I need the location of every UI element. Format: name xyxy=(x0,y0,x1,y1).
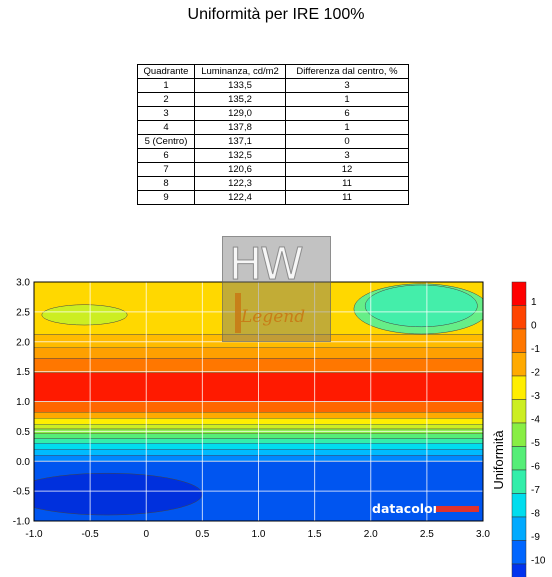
x-tick-label: 2.5 xyxy=(420,529,434,540)
table-header-row: Quadrante Luminanza, cd/m2 Differenza da… xyxy=(137,64,409,79)
datacolor-brand-bar xyxy=(436,506,479,512)
y-tick-label: 2.0 xyxy=(16,337,30,348)
colorbar-swatch xyxy=(511,375,527,400)
x-tick-label: -1.0 xyxy=(25,529,43,540)
colorbar-tick-label: 1 xyxy=(531,297,537,308)
y-tick-label: -0.5 xyxy=(13,487,31,498)
table-row: 9 122,4 11 xyxy=(137,190,409,205)
colorbar-swatch xyxy=(511,563,527,577)
table-row: 5 (Centro) 137,1 0 xyxy=(137,134,409,149)
plot-frame xyxy=(33,281,484,522)
colorbar-swatch xyxy=(511,399,527,424)
colorbar-swatch xyxy=(511,493,527,518)
colorbar-tick-label: -9 xyxy=(531,532,540,543)
colorbar-swatch xyxy=(511,469,527,494)
watermark-logo: HW Legend xyxy=(222,236,331,342)
cell-difference: 11 xyxy=(285,190,409,205)
colorbar-tick-label: -1 xyxy=(531,344,540,355)
table-body: 1 133,5 3 2 135,2 1 3 129,0 6 4 137,8 1 5 (Centro) 13… xyxy=(137,78,409,205)
colorbar-tick-label: 0 xyxy=(531,321,537,332)
colorbar-tick-label: -3 xyxy=(531,391,540,402)
x-tick-label: 1.5 xyxy=(308,529,322,540)
colorbar-label: Uniformità xyxy=(491,430,506,490)
x-tick-label: 0 xyxy=(143,529,149,540)
heatmap-contour xyxy=(41,304,128,326)
watermark-subtext: Legend xyxy=(241,307,306,327)
y-tick-label: 1.0 xyxy=(16,397,30,408)
heatmap-contour xyxy=(34,472,203,516)
colorbar-swatch xyxy=(511,446,527,471)
colorbar-tick-label: -6 xyxy=(531,462,540,473)
watermark-text: HW xyxy=(229,239,305,291)
colorbar-swatch xyxy=(511,305,527,330)
colorbar-tick-label: -2 xyxy=(531,368,540,379)
chart-title: Uniformità per IRE 100% xyxy=(187,6,365,23)
colorbar-swatch xyxy=(511,352,527,377)
y-tick-label: 0.5 xyxy=(16,427,30,438)
plot-area xyxy=(34,282,483,521)
colorbar-swatch xyxy=(511,540,527,565)
y-tick-label: -1.0 xyxy=(13,517,31,528)
y-tick-label: 2.5 xyxy=(16,307,30,318)
heatmap-contour xyxy=(364,284,478,328)
x-tick-label: -0.5 xyxy=(82,529,100,540)
table-row: 8 122,3 11 xyxy=(137,176,409,191)
datacolor-brand: datacolor xyxy=(372,501,439,516)
table-row: 3 129,0 6 xyxy=(137,106,409,121)
y-tick-label: 0.0 xyxy=(16,457,30,468)
x-tick-label: 3.0 xyxy=(476,529,490,540)
table-row: 6 132,5 3 xyxy=(137,148,409,163)
x-tick-label: 0.5 xyxy=(195,529,209,540)
table-row: 2 135,2 1 xyxy=(137,92,409,107)
uniformity-table: Quadrante Luminanza, cd/m2 Differenza da… xyxy=(137,64,409,205)
colorbar-swatch xyxy=(511,422,527,447)
colorbar-tick-label: -10 xyxy=(531,556,546,567)
colorbar-tick-label: -5 xyxy=(531,438,540,449)
colorbar-swatch xyxy=(511,516,527,541)
colorbar-tick-label: -4 xyxy=(531,415,540,426)
colorbar-tick-label: -7 xyxy=(531,485,540,496)
colorbar-tick-label: -8 xyxy=(531,509,540,520)
x-tick-label: 1.0 xyxy=(252,529,266,540)
y-tick-label: 1.5 xyxy=(16,367,30,378)
x-tick-label: 2.0 xyxy=(364,529,378,540)
colorbar-swatch xyxy=(511,281,527,306)
watermark-accent xyxy=(235,293,241,333)
y-tick-label: 3.0 xyxy=(16,278,30,289)
colorbar-swatch xyxy=(511,328,527,353)
